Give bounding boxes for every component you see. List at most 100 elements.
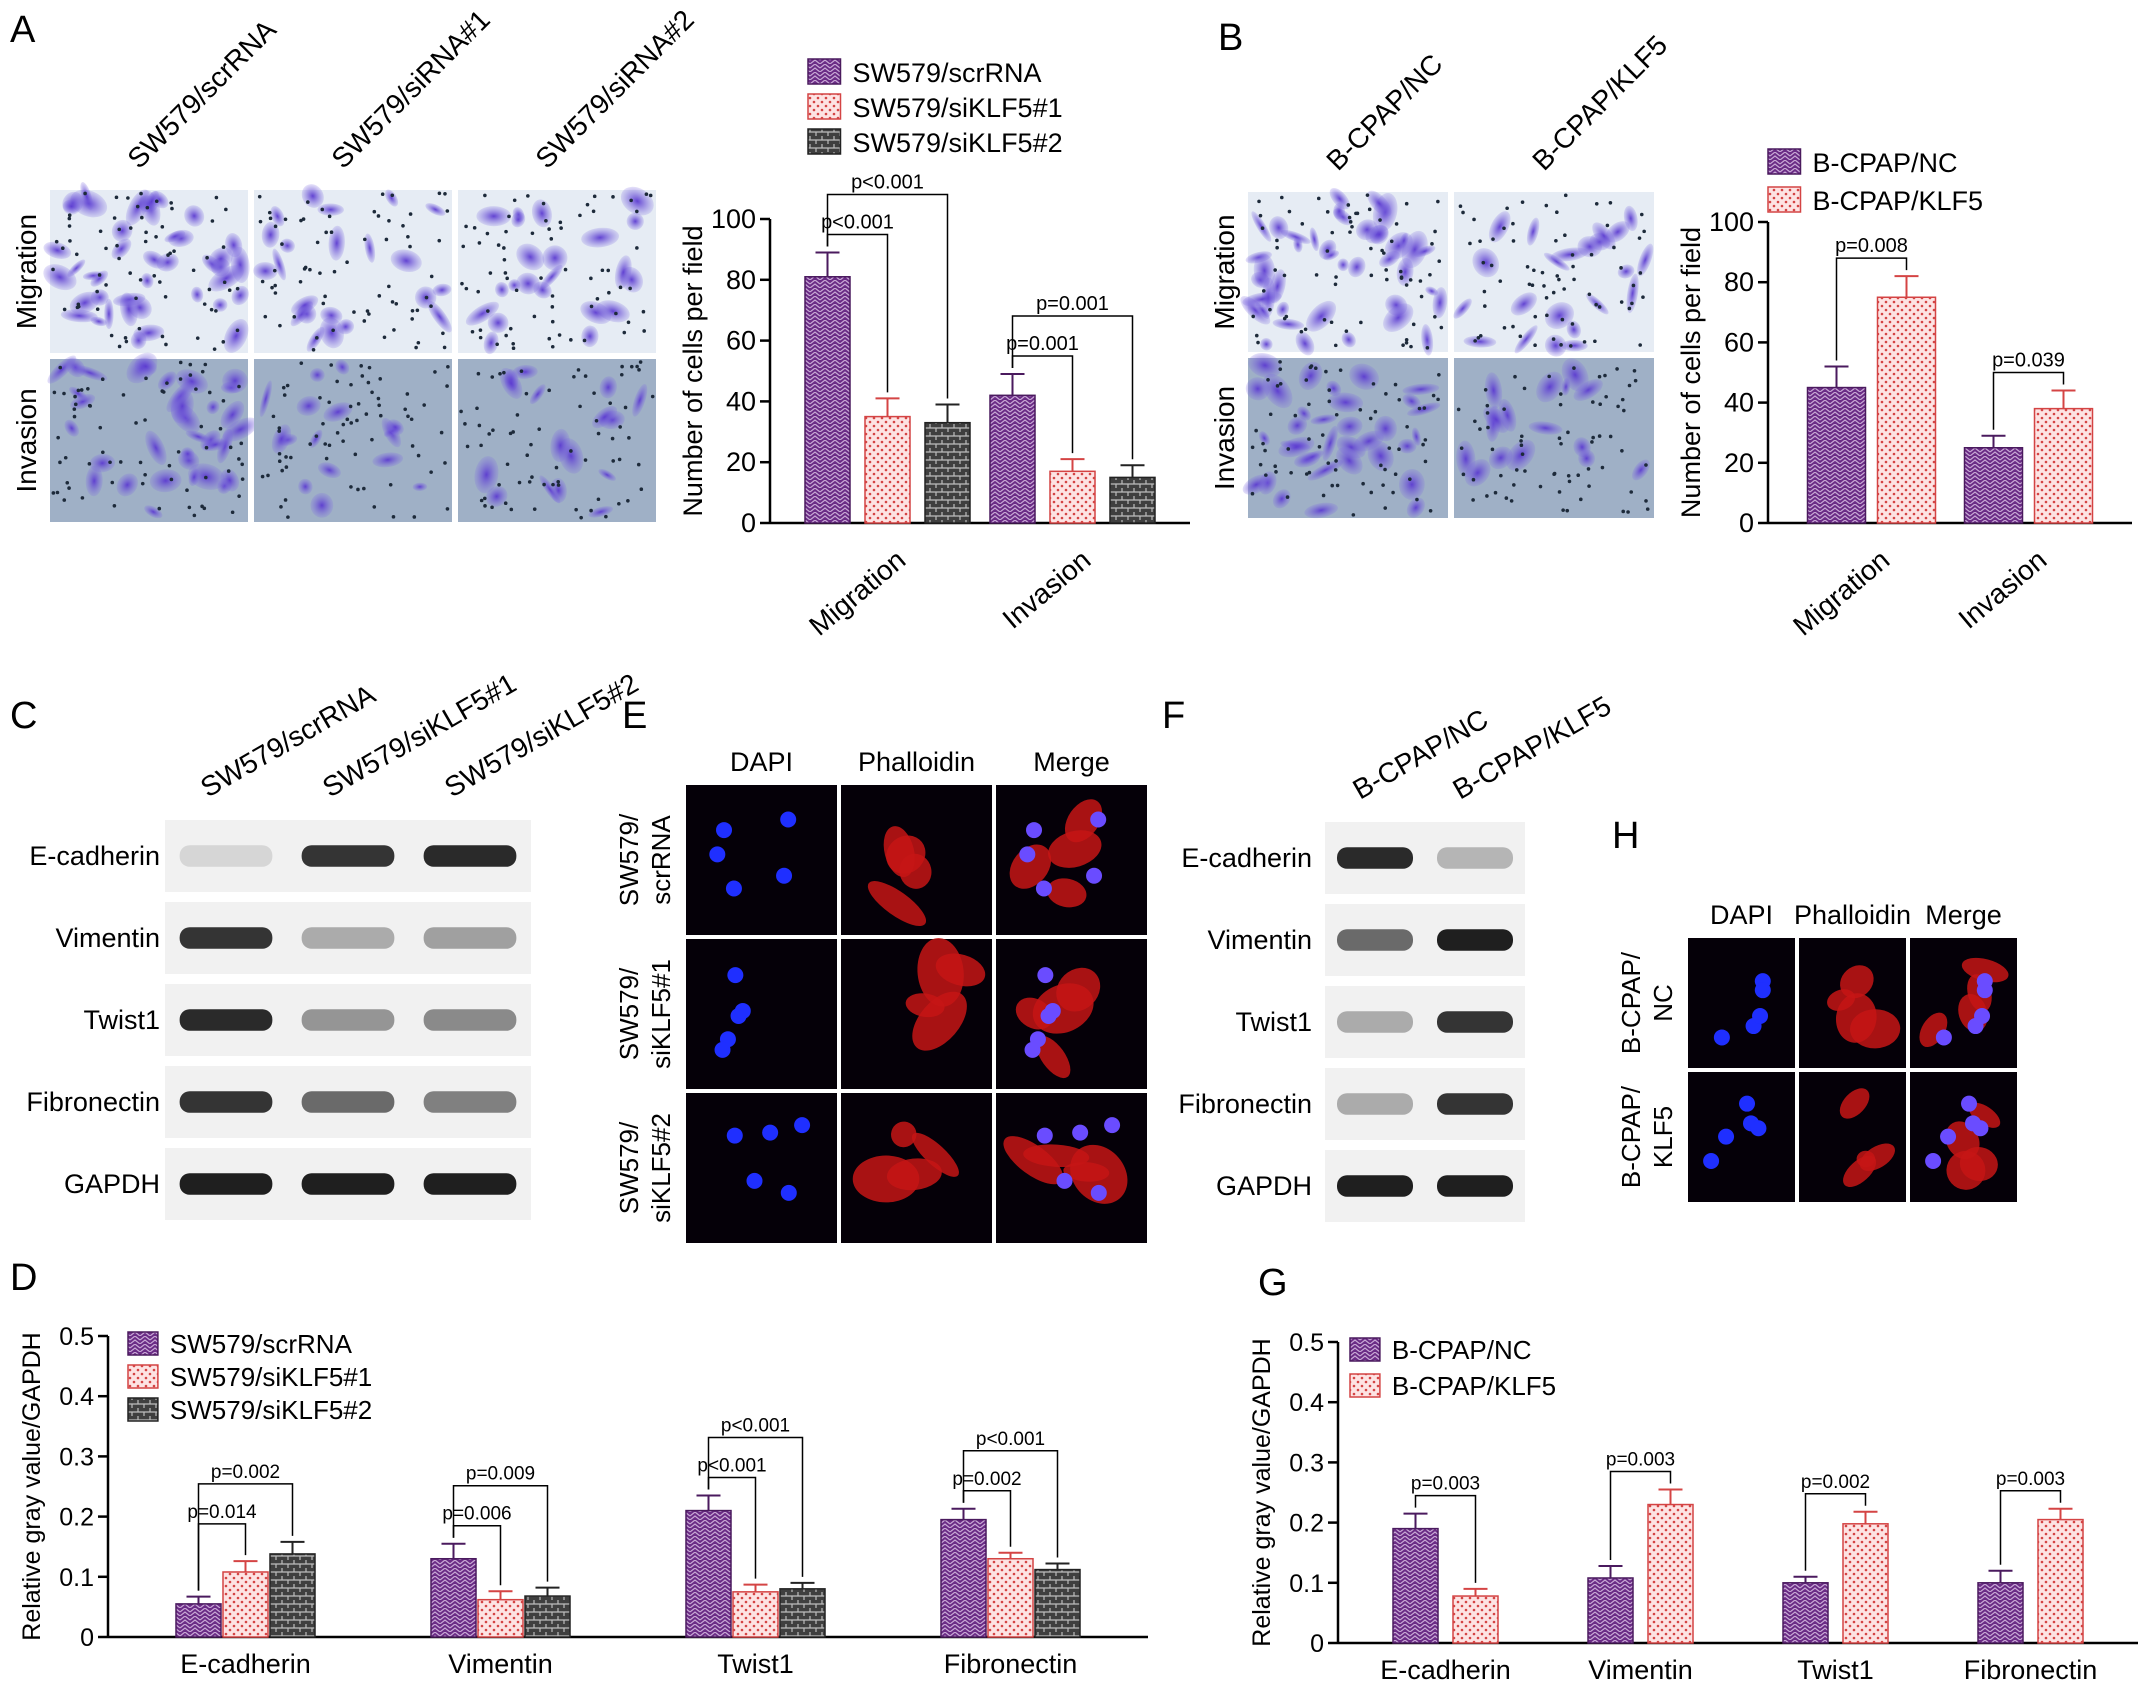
p-value-annotation: p<0.001 [976,1429,1045,1450]
membrane-pore [390,300,395,304]
membrane-pore [214,195,219,200]
membrane-pore [1263,448,1267,453]
membrane-pore [284,455,288,459]
membrane-pore [209,307,214,312]
membrane-pore [80,496,85,500]
y-tick-label: 0.1 [1289,1570,1324,1598]
membrane-pore [629,364,634,369]
nucleus-stain [709,846,726,863]
membrane-pore [1351,513,1356,517]
membrane-pore [221,340,226,344]
membrane-pore [355,418,359,423]
stained-cell [1623,205,1638,232]
panel-a-micrograph [43,182,250,353]
membrane-pore [320,207,325,212]
membrane-pore [1570,322,1575,326]
nucleus-stain [776,867,793,884]
membrane-pore [1329,320,1334,325]
membrane-pore [1483,387,1488,392]
stained-cell [1413,245,1436,258]
membrane-pore [626,320,631,325]
membrane-pore [370,437,374,442]
y-axis-label: Relative gray value/GAPDH [18,1332,46,1640]
membrane-pore [1399,276,1404,280]
membrane-pore [606,268,611,273]
membrane-pore [222,280,227,285]
stained-cell [1463,335,1497,348]
membrane-pore [482,496,487,501]
panel-a-micrograph [254,359,452,522]
membrane-pore [221,245,226,249]
membrane-pore [301,217,306,221]
membrane-pore [345,260,349,265]
x-category-label: Twist1 [1797,1655,1874,1685]
membrane-pore [306,200,310,204]
panel-f-band [1337,1093,1413,1115]
membrane-pore [1485,411,1490,415]
stained-cell [495,282,509,298]
membrane-pore [1594,202,1599,206]
membrane-pore [1523,469,1527,473]
membrane-pore [1327,388,1332,392]
membrane-pore [1379,463,1383,468]
significance-bracket [962,1450,1059,1558]
stained-cell [598,468,616,481]
membrane-pore [352,310,356,314]
membrane-pore [1369,490,1374,495]
stained-cell [310,492,334,518]
membrane-pore [1325,249,1330,253]
membrane-pore [1258,462,1263,467]
membrane-pore [1502,407,1506,411]
panel-e-fluorescence-image [686,1093,837,1243]
stained-cell [1397,438,1417,454]
membrane-pore [478,335,483,340]
membrane-pore [476,289,480,294]
panel-e-fluorescence-image [686,785,837,935]
bar [2033,407,2094,524]
membrane-pore [1579,497,1583,502]
membrane-pore [1593,339,1597,344]
membrane-pore [525,453,530,458]
membrane-pore [650,394,655,399]
nucleus-stain [1086,867,1103,884]
legend-swatch [807,128,842,155]
membrane-pore [1260,226,1265,231]
significance-bracket [1999,1490,2062,1565]
membrane-pore [1275,245,1279,250]
membrane-pore [282,393,287,397]
p-value-annotation: p=0.003 [1411,1474,1480,1495]
membrane-pore [563,267,568,272]
membrane-pore [532,314,537,319]
membrane-pore [1522,386,1527,391]
nucleus-stain [780,1184,797,1201]
membrane-pore [154,235,158,239]
stained-cell [1278,436,1315,458]
p-value-annotation: p=0.001 [1036,293,1109,315]
membrane-pore [541,201,546,206]
membrane-pore [329,363,334,367]
membrane-pore [377,294,382,298]
panel-f-band [1337,929,1413,951]
nucleus-stain [1072,1124,1089,1141]
membrane-pore [637,368,641,372]
stained-cell [188,468,200,487]
panel-c-band [423,927,517,949]
stained-cell [191,286,204,303]
membrane-pore [86,386,90,391]
membrane-pore [1383,467,1387,472]
membrane-pore [1603,373,1607,378]
panel-a-row-label: Migration [11,214,42,329]
membrane-pore [104,283,108,287]
membrane-pore [58,365,63,370]
membrane-pore [1391,490,1395,495]
panel-c-band [423,1091,517,1113]
panel-f-band [1437,1093,1513,1115]
bar [732,1591,779,1638]
membrane-pore [134,296,138,301]
p-value-annotation: p=0.014 [187,1502,257,1523]
y-tick-label: 0.5 [59,1323,94,1351]
membrane-pore [384,237,389,242]
stained-cell [328,225,345,261]
membrane-pore [100,377,105,382]
membrane-pore [380,192,385,197]
